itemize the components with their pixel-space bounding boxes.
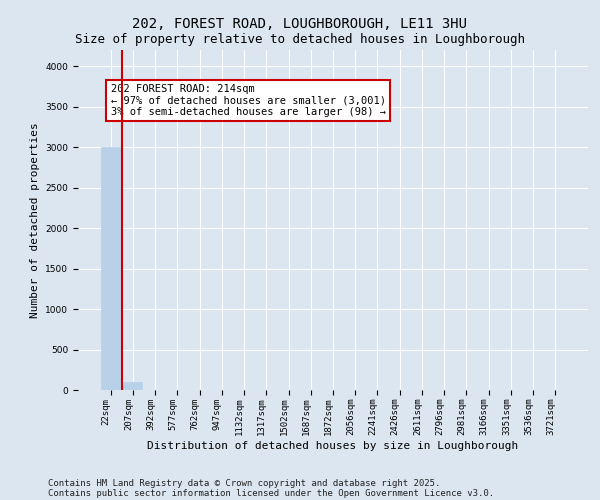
Text: Contains HM Land Registry data © Crown copyright and database right 2025.: Contains HM Land Registry data © Crown c…	[48, 478, 440, 488]
Y-axis label: Number of detached properties: Number of detached properties	[30, 122, 40, 318]
Text: Size of property relative to detached houses in Loughborough: Size of property relative to detached ho…	[75, 32, 525, 46]
X-axis label: Distribution of detached houses by size in Loughborough: Distribution of detached houses by size …	[148, 441, 518, 451]
Bar	[101, 147, 120, 390]
Text: Contains public sector information licensed under the Open Government Licence v3: Contains public sector information licen…	[48, 488, 494, 498]
Text: 202, FOREST ROAD, LOUGHBOROUGH, LE11 3HU: 202, FOREST ROAD, LOUGHBOROUGH, LE11 3HU	[133, 18, 467, 32]
Text: 202 FOREST ROAD: 214sqm
← 97% of detached houses are smaller (3,001)
3% of semi-: 202 FOREST ROAD: 214sqm ← 97% of detache…	[110, 84, 386, 117]
Bar	[124, 382, 142, 390]
